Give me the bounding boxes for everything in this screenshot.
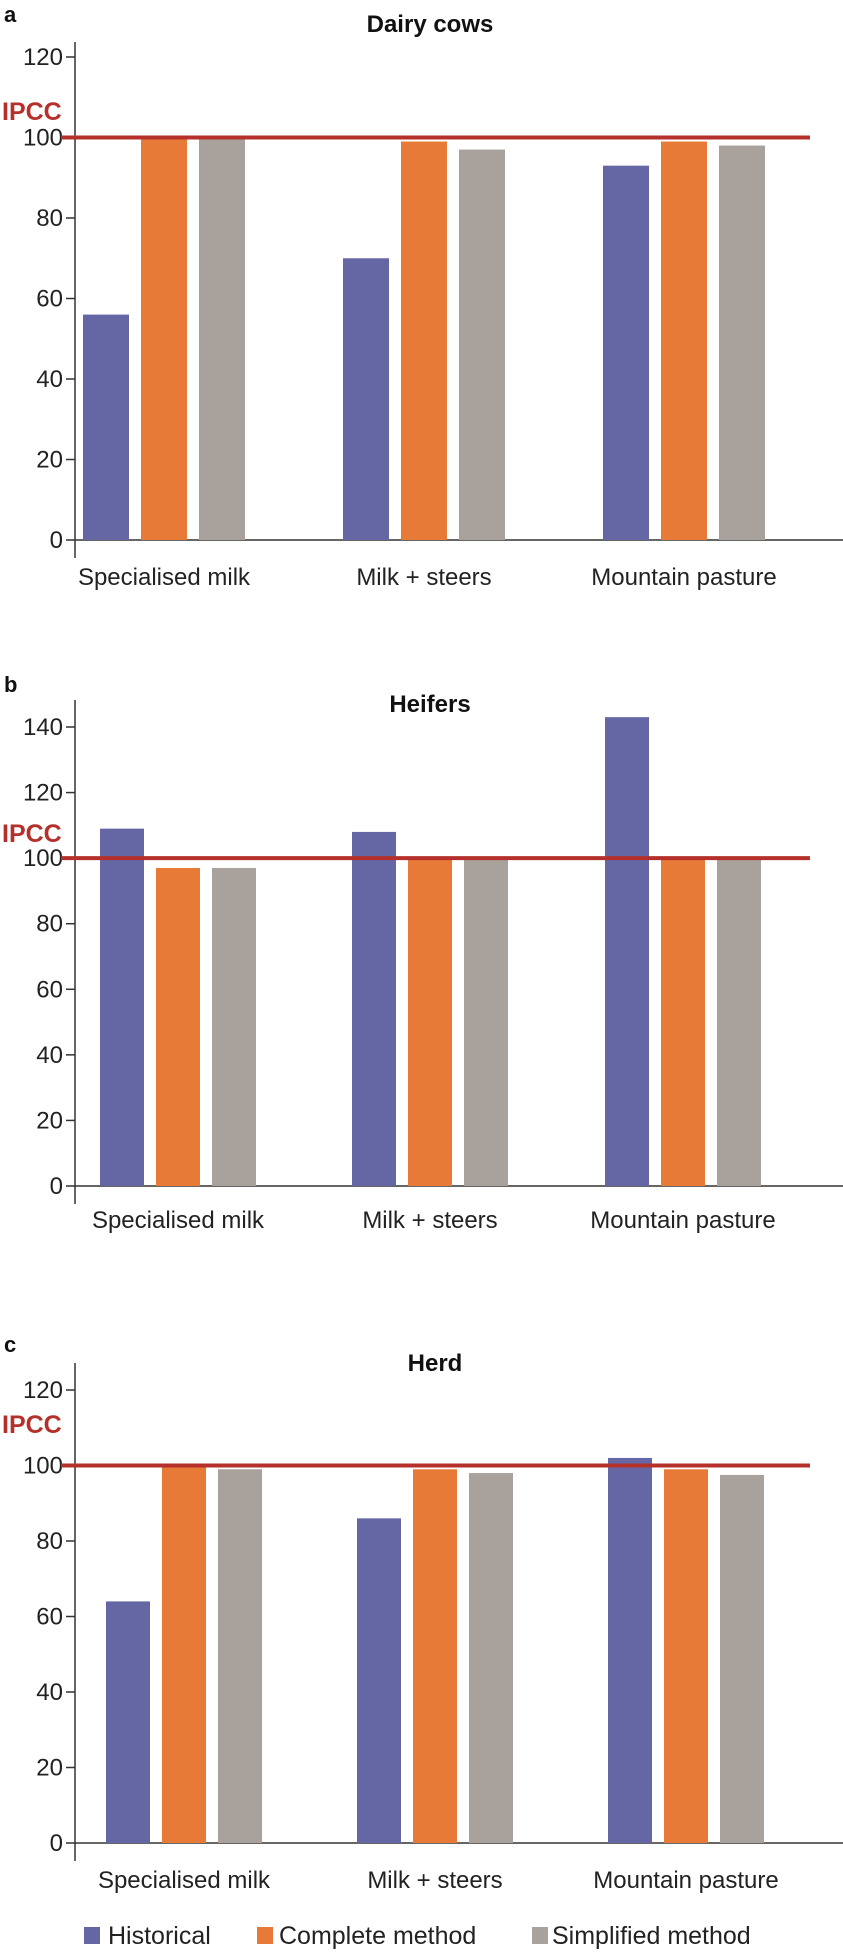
bar-simplified-method: [199, 137, 245, 540]
bar-complete-method: [408, 858, 452, 1186]
bar-historical: [357, 1518, 401, 1843]
bar-historical: [603, 165, 649, 541]
y-tick-label: 120: [23, 1377, 63, 1404]
legend-swatch: [532, 1927, 548, 1944]
panel-title: Herd: [408, 1350, 463, 1377]
y-tick-label: 100: [23, 845, 63, 872]
y-tick-label: 0: [50, 1830, 63, 1857]
bar-historical: [343, 258, 389, 540]
y-tick-label: 100: [23, 125, 63, 152]
bar-simplified-method: [469, 1473, 513, 1843]
y-tick-label: 80: [36, 911, 63, 938]
ipcc-reference-label: IPCC: [2, 98, 62, 126]
y-tick-label: 100: [23, 1453, 63, 1480]
y-tick-label: 120: [23, 780, 63, 807]
legend-swatch: [257, 1927, 273, 1944]
bar-simplified-method: [464, 858, 508, 1186]
category-label: Mountain pasture: [591, 564, 776, 591]
y-tick-label: 120: [23, 44, 63, 71]
bar-simplified-method: [717, 858, 761, 1186]
legend-swatch: [84, 1927, 100, 1944]
bar-complete-method: [401, 141, 447, 540]
bar-complete-method: [162, 1465, 206, 1843]
category-label: Specialised milk: [98, 1867, 271, 1894]
panel-title: Heifers: [389, 691, 470, 718]
y-tick-label: 60: [36, 1604, 63, 1631]
bar-complete-method: [664, 1469, 708, 1843]
y-tick-label: 60: [36, 286, 63, 313]
category-label: Mountain pasture: [590, 1207, 775, 1234]
bar-simplified-method: [212, 867, 256, 1186]
bar-simplified-method: [218, 1469, 262, 1843]
bar-historical: [608, 1457, 652, 1843]
y-tick-label: 20: [36, 1755, 63, 1782]
bar-complete-method: [413, 1469, 457, 1843]
category-label: Mountain pasture: [593, 1867, 778, 1894]
y-tick-label: 40: [36, 366, 63, 393]
panel-letter: b: [4, 672, 17, 697]
y-tick-label: 80: [36, 1528, 63, 1555]
y-tick-label: 40: [36, 1042, 63, 1069]
legend-label: Complete method: [279, 1922, 476, 1950]
legend-label: Historical: [108, 1922, 211, 1950]
bar-complete-method: [661, 858, 705, 1186]
category-label: Milk + steers: [356, 564, 491, 591]
category-label: Milk + steers: [367, 1867, 502, 1894]
category-label: Specialised milk: [78, 564, 251, 591]
bar-complete-method: [661, 141, 707, 540]
category-label: Milk + steers: [362, 1207, 497, 1234]
category-label: Specialised milk: [92, 1207, 265, 1234]
y-tick-label: 80: [36, 205, 63, 232]
y-tick-label: 20: [36, 447, 63, 474]
bar-historical: [352, 831, 396, 1186]
y-tick-label: 0: [50, 527, 63, 554]
bar-simplified-method: [719, 145, 765, 541]
bar-simplified-method: [459, 149, 505, 540]
legend-label: Simplified method: [552, 1922, 751, 1950]
panel-letter: c: [4, 1332, 16, 1357]
panel-title: Dairy cows: [367, 11, 494, 38]
bar-complete-method: [156, 867, 200, 1186]
panel-letter: a: [4, 2, 17, 27]
y-tick-label: 40: [36, 1679, 63, 1706]
bar-historical: [100, 828, 144, 1186]
bar-historical: [605, 717, 649, 1186]
ipcc-reference-label: IPCC: [2, 1411, 62, 1439]
y-tick-label: 20: [36, 1107, 63, 1134]
y-tick-label: 60: [36, 976, 63, 1003]
bar-historical: [106, 1601, 150, 1843]
bar-historical: [83, 314, 129, 540]
bar-complete-method: [141, 137, 187, 540]
ipcc-reference-label: IPCC: [2, 820, 62, 848]
y-tick-label: 0: [50, 1173, 63, 1200]
bar-simplified-method: [720, 1474, 764, 1843]
y-tick-label: 140: [23, 714, 63, 741]
